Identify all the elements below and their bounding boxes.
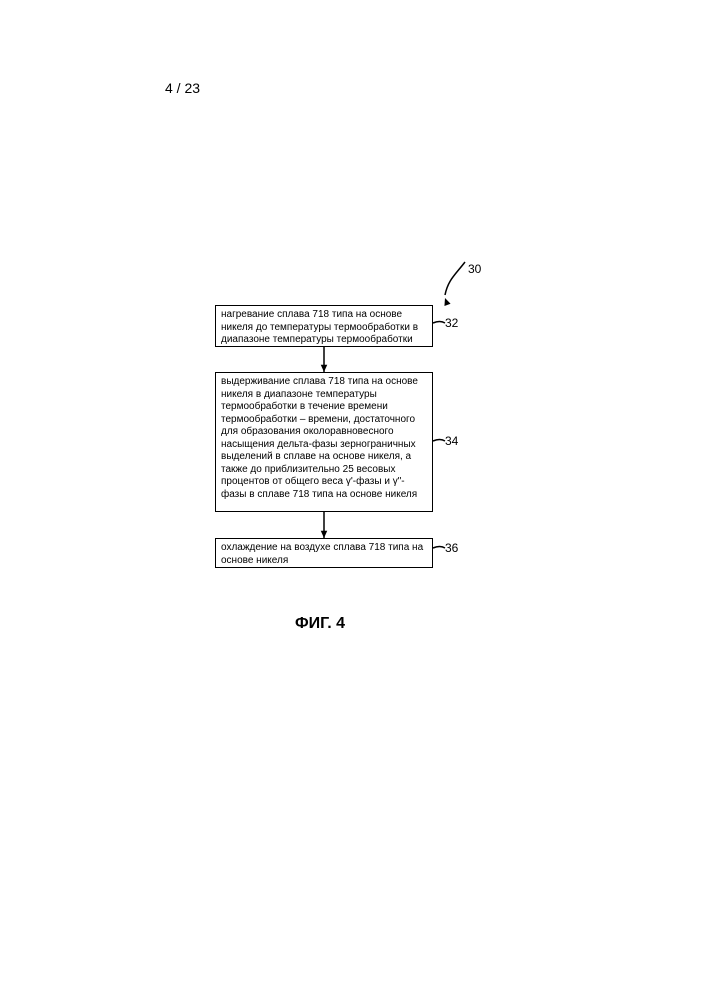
- ref-30: 30: [468, 262, 481, 276]
- flow-box-36: охлаждение на воздухе сплава 718 типа на…: [215, 538, 433, 568]
- page: 4 / 23 нагревание сплава 718 типа на осн…: [0, 0, 708, 999]
- page-number: 4 / 23: [165, 80, 200, 96]
- flow-box-32: нагревание сплава 718 типа на основе ник…: [215, 305, 433, 347]
- figure-caption: ФИГ. 4: [295, 615, 345, 633]
- ref-34: 34: [445, 434, 458, 448]
- ref-32: 32: [445, 316, 458, 330]
- ref-36: 36: [445, 541, 458, 555]
- flow-box-34: выдерживание сплава 718 типа на основе н…: [215, 372, 433, 512]
